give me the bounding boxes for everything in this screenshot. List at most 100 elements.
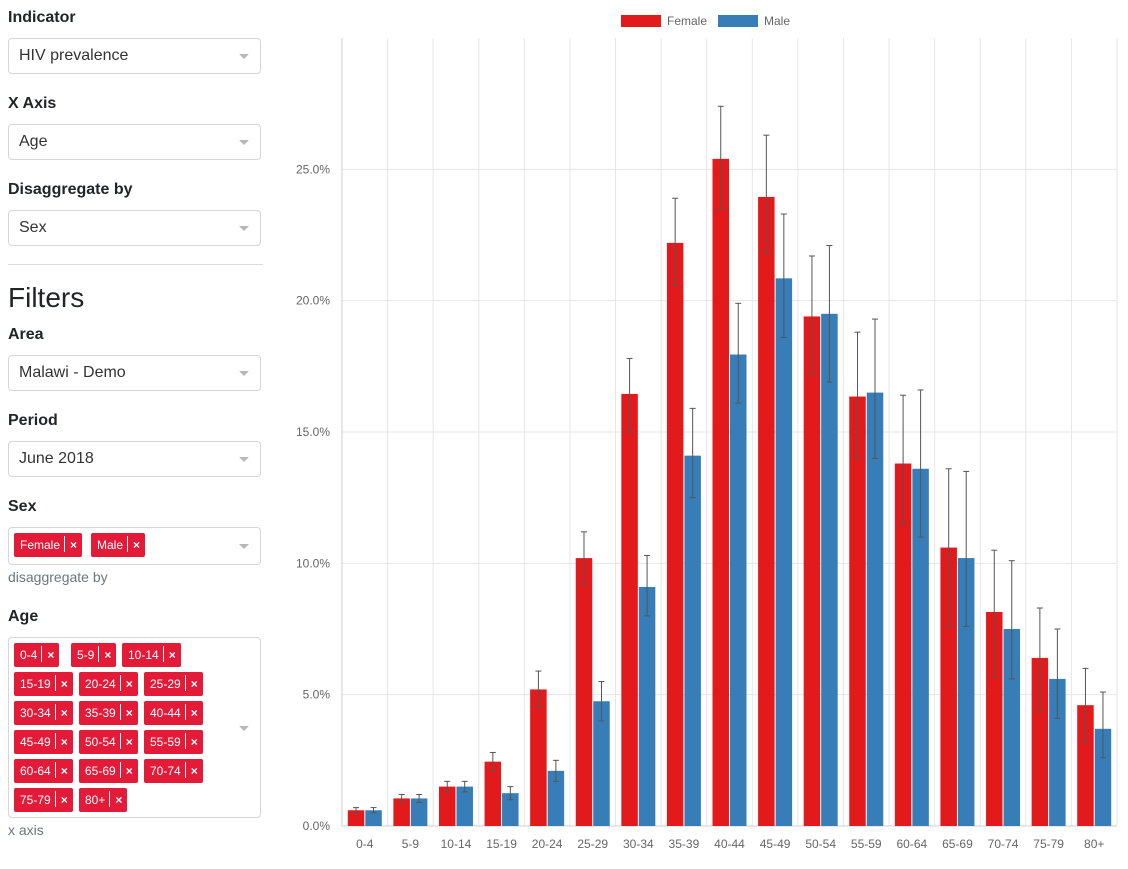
age-multiselect[interactable]: 0-4 × 5-9 × 10-14 × 15-19 × 20-24 × 25-29 × 30-34 × 35… [8,637,261,818]
close-icon[interactable]: × [60,735,68,749]
tag-label: 60-64 [20,764,51,778]
tag-60-64[interactable]: 60-64 × [14,759,73,783]
legend-swatch-male [718,15,758,27]
area-select[interactable]: Malawi - Demo [8,355,261,391]
tag-label: 40-44 [150,706,181,720]
close-icon[interactable]: × [60,677,68,691]
tag-separator [109,791,111,807]
chevron-down-icon [239,457,249,462]
tag-label: 75-79 [20,793,51,807]
disaggregate-select[interactable]: Sex [8,210,261,246]
tag-65-69[interactable]: 65-69 × [79,759,138,783]
close-icon[interactable]: × [60,706,68,720]
tag-30-34[interactable]: 30-34 × [14,701,73,725]
tag-separator [98,646,100,662]
x-tick-label: 30-34 [623,837,654,851]
tag-45-49[interactable]: 45-49 × [14,730,73,754]
bar-female-55-59 [849,396,866,826]
tag-label: 65-69 [85,764,116,778]
bar-male-55-59 [866,392,884,826]
y-tick-label: 5.0% [303,688,331,702]
period-select[interactable]: June 2018 [8,441,261,477]
bar-male-25-29 [593,701,610,826]
tag-separator [54,733,56,749]
tag-separator [119,762,121,778]
tag-5-9[interactable]: 5-9 × [71,643,117,667]
close-icon[interactable]: × [190,764,198,778]
close-icon[interactable]: × [125,735,133,749]
tag-40-44[interactable]: 40-44 × [144,701,203,725]
close-icon[interactable]: × [47,648,55,662]
bar-female-40-44 [712,158,729,826]
tag-0-4[interactable]: 0-4 × [14,643,60,667]
close-icon[interactable]: × [190,706,198,720]
tag-separator [162,646,164,662]
tag-label: 20-24 [85,677,116,691]
close-icon[interactable]: × [190,735,198,749]
bar-female-80+ [1077,705,1094,826]
bar-female-10-14 [438,786,456,826]
bar-female-25-29 [575,558,593,826]
tag-35-39[interactable]: 35-39 × [79,701,138,725]
x-tick-label: 35-39 [669,837,700,851]
tag-75-79[interactable]: 75-79 × [14,788,73,812]
close-icon[interactable]: × [125,764,133,778]
x-tick-label: 70-74 [988,837,1019,851]
close-icon[interactable]: × [168,648,176,662]
close-icon[interactable]: × [104,648,112,662]
sex-multiselect[interactable]: Female × Male × [8,527,261,565]
bar-female-5-9 [393,798,410,826]
y-tick-label: 20.0% [296,294,330,308]
tag-25-29[interactable]: 25-29 × [144,672,203,696]
close-icon[interactable]: × [125,706,133,720]
tag-separator [184,733,186,749]
bar-male-0-4 [365,810,382,826]
chevron-down-icon [239,725,249,731]
x-axis-value: Age [19,133,48,150]
tag-separator [64,536,66,552]
tag-separator [54,704,56,720]
close-icon[interactable]: × [115,793,123,807]
close-icon[interactable]: × [60,764,68,778]
x-tick-label: 20-24 [532,837,563,851]
bar-male-50-54 [821,313,838,826]
tag-label: 10-14 [128,648,159,662]
tag-20-24[interactable]: 20-24 × [79,672,138,696]
x-tick-label: 50-54 [805,837,836,851]
tag-separator [54,791,56,807]
bar-male-45-49 [775,278,793,827]
bar-female-35-39 [666,242,684,826]
tag-15-19[interactable]: 15-19 × [14,672,73,696]
x-tick-label: 25-29 [577,837,608,851]
close-icon[interactable]: × [133,538,141,552]
x-axis-select[interactable]: Age [8,124,261,160]
bar-male-5-9 [410,798,428,826]
tag-10-14[interactable]: 10-14 × [122,643,181,667]
bar-male-30-34 [638,586,656,826]
y-tick-label: 25.0% [296,162,330,176]
tag-label: 25-29 [150,677,181,691]
tag-label: 0-4 [20,648,38,662]
tag-55-59[interactable]: 55-59 × [144,730,203,754]
bar-female-0-4 [347,810,365,826]
tag-80plus[interactable]: 80+ × [79,788,128,812]
legend-label-male: Male [764,14,790,28]
sex-help-text: disaggregate by [8,569,108,585]
legend-label-female: Female [667,14,707,28]
tag-Male[interactable]: Male × [91,533,146,557]
close-icon[interactable]: × [190,677,198,691]
tag-separator [127,536,129,552]
bar-female-20-24 [530,689,547,826]
close-icon[interactable]: × [60,793,68,807]
tag-70-74[interactable]: 70-74 × [144,759,203,783]
tag-label: Female [20,538,61,552]
y-tick-label: 10.0% [296,556,330,570]
legend-swatch-female [621,15,661,27]
tag-50-54[interactable]: 50-54 × [79,730,138,754]
indicator-select[interactable]: HIV prevalence [8,38,261,74]
area-label: Area [8,326,44,343]
tag-Female[interactable]: Female × [14,533,83,557]
chevron-down-icon [239,226,249,231]
close-icon[interactable]: × [70,538,78,552]
close-icon[interactable]: × [125,677,133,691]
